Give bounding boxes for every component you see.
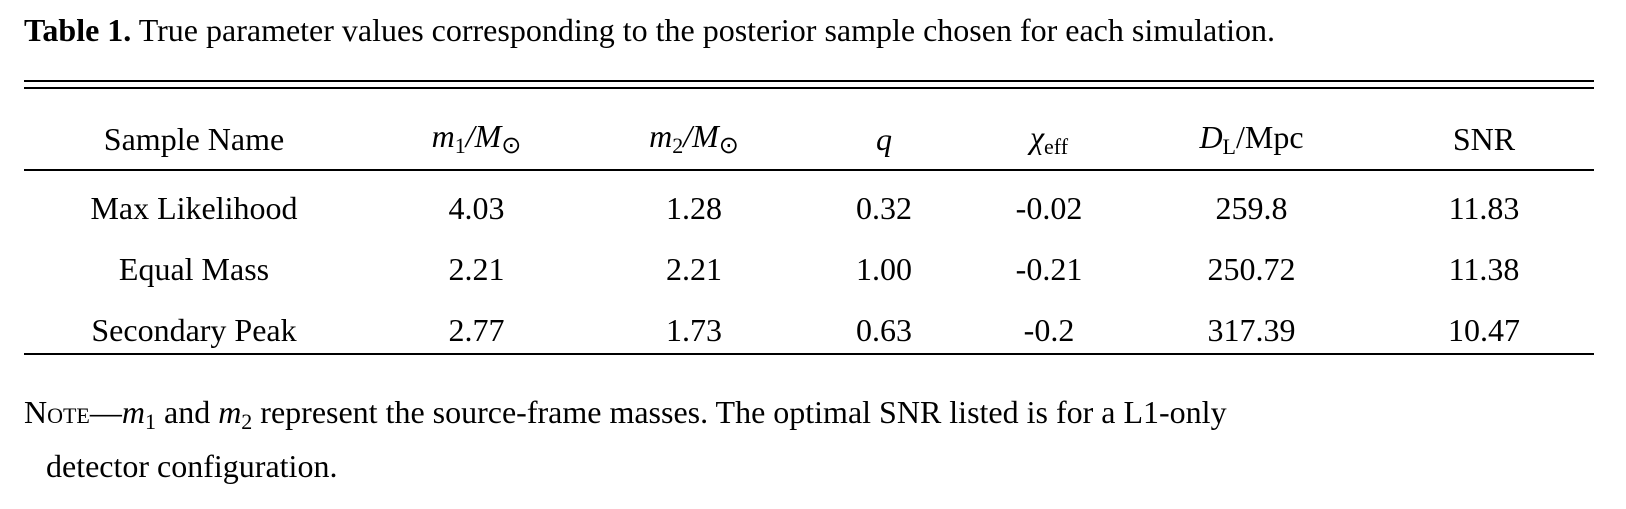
table-row: Equal Mass 2.21 2.21 1.00 -0.21 250.72 1… — [24, 239, 1594, 300]
cell-m1: 2.77 — [448, 312, 505, 348]
cell-q: 0.63 — [856, 312, 912, 348]
cell-name: Equal Mass — [118, 251, 270, 287]
header-sample-name: Sample Name — [103, 120, 285, 157]
caption-text: True parameter values corresponding to t… — [138, 12, 1275, 48]
header-snr: SNR — [1452, 120, 1516, 157]
header-row: Sample Name m1/M⊙ m2/M⊙ q χeff DL/Mpc SN… — [24, 108, 1594, 170]
top-rule-2 — [24, 87, 1594, 89]
cell-name: Secondary Peak — [91, 312, 297, 348]
cell-m2: 1.73 — [666, 312, 722, 348]
table-caption: Table 1. True parameter values correspon… — [24, 8, 1275, 52]
cell-chi-eff: -0.2 — [1023, 312, 1075, 348]
cell-dl: 259.8 — [1215, 190, 1288, 226]
cell-m2: 1.28 — [666, 190, 722, 226]
cell-snr: 11.38 — [1448, 251, 1520, 287]
cell-chi-eff: -0.21 — [1015, 251, 1083, 287]
cell-dl: 250.72 — [1207, 251, 1296, 287]
bottom-rule — [24, 353, 1594, 355]
cell-snr: 10.47 — [1448, 312, 1520, 348]
header-q: q — [876, 120, 892, 157]
header-chi-eff: χeff — [1029, 118, 1069, 159]
cell-name: Max Likelihood — [90, 190, 298, 226]
header-m1: m1/M⊙ — [431, 118, 522, 159]
note-line-2: detector configuration. — [46, 448, 338, 484]
note-line-1: Note—m1 and m2 represent the source-fram… — [24, 394, 1227, 434]
cell-m2: 2.21 — [666, 251, 722, 287]
cell-q: 1.00 — [856, 251, 912, 287]
top-rule-1 — [24, 80, 1594, 82]
cell-chi-eff: -0.02 — [1015, 190, 1083, 226]
cell-m1: 4.03 — [448, 190, 505, 226]
cell-q: 0.32 — [856, 190, 912, 226]
cell-dl: 317.39 — [1207, 312, 1296, 348]
parameter-table: Sample Name m1/M⊙ m2/M⊙ q χeff DL/Mpc SN… — [24, 108, 1594, 361]
header-rule — [24, 169, 1594, 171]
header-m2: m2/M⊙ — [649, 118, 739, 159]
caption-label: Table 1. — [24, 12, 132, 48]
cell-snr: 11.83 — [1448, 190, 1520, 226]
table-row: Max Likelihood 4.03 1.28 0.32 -0.02 259.… — [24, 170, 1594, 239]
table-row: Secondary Peak 2.77 1.73 0.63 -0.2 317.3… — [24, 300, 1594, 361]
table-note: Note—m1 and m2 represent the source-fram… — [24, 390, 1604, 488]
cell-m1: 2.21 — [448, 251, 505, 287]
header-dl: DL/Mpc — [1199, 118, 1304, 159]
